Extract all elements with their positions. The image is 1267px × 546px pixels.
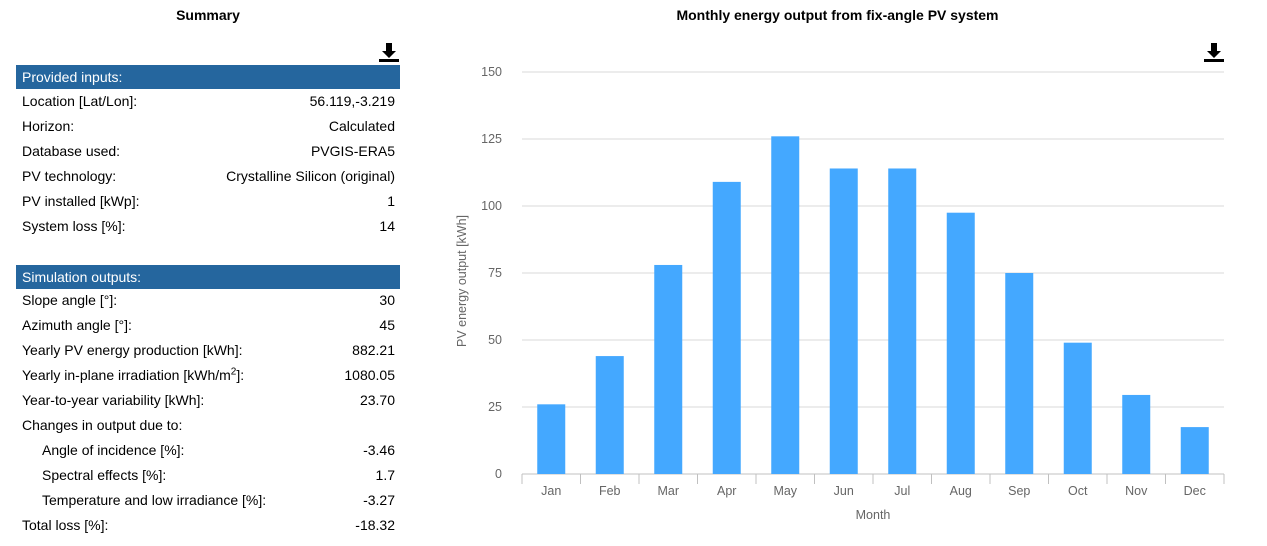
summary-row: Angle of incidence [%]: -3.46 [16, 438, 400, 463]
row-value: PVGIS-ERA5 [310, 143, 395, 159]
bar[interactable] [595, 356, 624, 474]
y-tick-label: 50 [488, 333, 502, 347]
row-label: Year-to-year variability [kWh]: [22, 392, 205, 408]
y-tick-label: 25 [488, 400, 502, 414]
x-tick-label: Nov [1125, 484, 1148, 498]
y-tick-label: 75 [488, 266, 502, 280]
row-value: 882.21 [352, 342, 395, 358]
row-value: -18.32 [355, 517, 395, 533]
row-label: Yearly PV energy production [kWh]: [22, 342, 243, 358]
x-tick-label: Dec [1184, 484, 1206, 498]
row-value: 14 [379, 218, 395, 234]
bar[interactable] [829, 168, 858, 475]
summary-row: Yearly in-plane irradiation [kWh/m2]: 108… [16, 363, 400, 388]
bar[interactable] [946, 212, 975, 474]
row-value: -3.27 [363, 492, 395, 508]
summary-row: Azimuth angle [°]: 45 [16, 313, 400, 338]
y-tick-label: 150 [481, 65, 502, 79]
x-tick-label: Mar [657, 484, 679, 498]
x-tick-label: Jan [541, 484, 561, 498]
summary-row: Location [Lat/Lon]: 56.119,-3.219 [16, 89, 400, 114]
y-tick-label: 100 [481, 199, 502, 213]
row-label: System loss [%]: [22, 218, 126, 234]
row-value: 56.119,-3.219 [309, 93, 395, 109]
chart-download-icon[interactable] [1204, 43, 1224, 62]
row-label: PV installed [kWp]: [22, 193, 140, 209]
x-tick-label: Apr [717, 484, 736, 498]
provided-inputs-header: Provided inputs: [16, 65, 400, 89]
x-tick-label: Feb [599, 484, 621, 498]
row-label: Azimuth angle [°]: [22, 317, 132, 333]
bar[interactable] [888, 168, 917, 475]
summary-row: Yearly PV energy production [kWh]: 882.21 [16, 338, 400, 363]
row-value: Calculated [328, 118, 395, 134]
summary-row: Slope angle [°]: 30 [16, 288, 400, 313]
x-tick-label: Aug [950, 484, 972, 498]
summary-row: Spectral effects [%]: 1.7 [16, 463, 400, 488]
chart-title: Monthly energy output from fix-angle PV … [676, 7, 999, 23]
bar[interactable] [712, 181, 741, 474]
x-axis-title: Month [856, 508, 891, 522]
x-tick-label: Sep [1008, 484, 1030, 498]
row-label: Total loss [%]: [22, 517, 109, 533]
row-label: Temperature and low irradiance [%]: [42, 492, 267, 508]
row-label: Yearly in-plane irradiation [kWh/m2]: [22, 366, 245, 383]
bar[interactable] [1122, 394, 1151, 474]
y-tick-label: 125 [481, 132, 502, 146]
row-label: Slope angle [°]: [22, 292, 118, 308]
row-value: -3.46 [363, 442, 395, 458]
bar[interactable] [1063, 342, 1092, 474]
row-value: 45 [379, 317, 395, 333]
summary-row: PV installed [kWp]: 1 [16, 189, 400, 214]
simulation-outputs-header: Simulation outputs: [16, 265, 400, 289]
summary-row: PV technology: Crystalline Silicon (origi… [16, 164, 400, 189]
row-value: Crystalline Silicon (original) [226, 168, 395, 184]
row-label: PV technology: [22, 168, 117, 184]
bar[interactable] [771, 136, 800, 474]
summary-row: Temperature and low irradiance [%]: -3.27 [16, 488, 400, 513]
row-label: Changes in output due to: [22, 417, 183, 433]
row-label: Angle of incidence [%]: [42, 442, 185, 458]
download-icon[interactable] [378, 41, 400, 63]
row-value: 1080.05 [344, 367, 395, 383]
summary-row: Total loss [%]: -18.32 [16, 513, 400, 538]
summary-row: Horizon: Calculated [16, 114, 400, 139]
row-value: 23.70 [359, 392, 395, 408]
row-value: 1 [387, 193, 395, 209]
y-axis-title: PV energy output [kWh] [455, 215, 469, 347]
bar[interactable] [654, 264, 683, 474]
bar[interactable] [1180, 427, 1209, 474]
row-value: 1.7 [375, 467, 395, 483]
row-label: Database used: [22, 143, 121, 159]
summary-row: System loss [%]: 14 [16, 214, 400, 239]
x-tick-label: Jun [834, 484, 854, 498]
summary-row: Database used: PVGIS-ERA5 [16, 139, 400, 164]
x-tick-label: Oct [1068, 484, 1088, 498]
y-tick-label: 0 [495, 467, 502, 481]
bar[interactable] [1005, 273, 1034, 474]
summary-row: Year-to-year variability [kWh]: 23.70 [16, 388, 400, 413]
summary-title: Summary [176, 7, 240, 23]
x-tick-label: May [773, 484, 797, 498]
x-tick-label: Jul [894, 484, 910, 498]
row-label: Horizon: [22, 118, 75, 134]
summary-row: Changes in output due to: [16, 413, 400, 438]
bar[interactable] [537, 404, 566, 474]
row-label: Spectral effects [%]: [42, 467, 167, 483]
row-value: 30 [379, 292, 395, 308]
row-label: Location [Lat/Lon]: [22, 93, 138, 109]
